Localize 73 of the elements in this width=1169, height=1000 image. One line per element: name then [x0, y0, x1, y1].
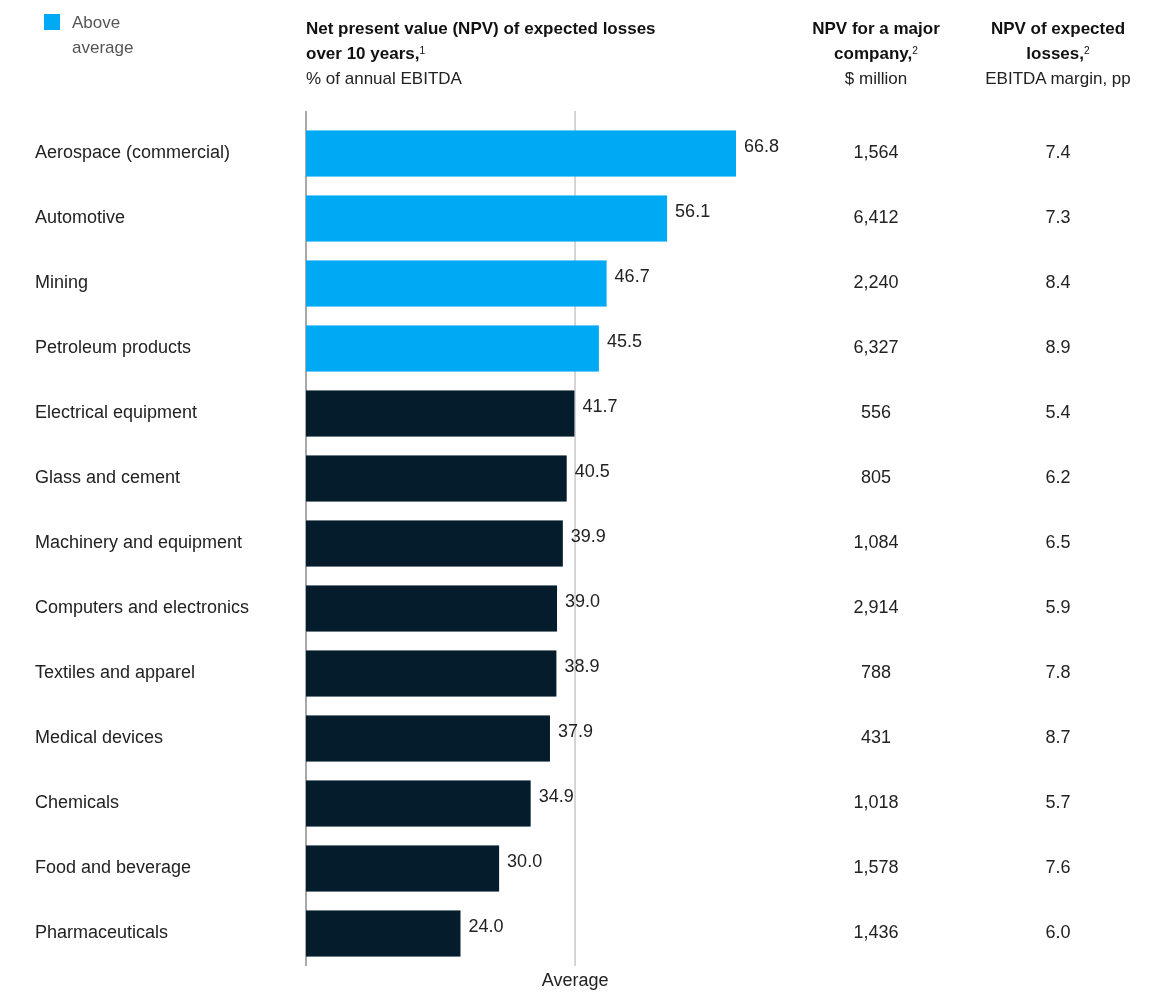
chart-title: Net present value (NPV) of expected losses over 10 years,$^{1}$ — [306, 19, 656, 63]
data-label: 46.7 — [614, 266, 650, 287]
y-tick-label: Food and beverage — [35, 857, 192, 878]
chart-subtitle: % of annual EBITDA — [306, 69, 463, 88]
text: 6.2 — [1045, 467, 1071, 488]
bar — [306, 325, 599, 372]
bar — [306, 130, 736, 177]
y-tick-label: Computers and electronics — [35, 597, 250, 618]
y-tick-label: Glass and cement — [35, 467, 181, 488]
text: 556 — [860, 402, 892, 423]
bar — [306, 195, 668, 242]
data-label: 39.0 — [565, 591, 601, 612]
text: 2,240 — [853, 272, 899, 293]
text: 1,084 — [853, 532, 899, 553]
text: 431 — [860, 727, 892, 748]
text: 6,412 — [853, 207, 899, 228]
text: 5.9 — [1045, 597, 1071, 618]
y-tick-label: Electrical equipment — [35, 402, 198, 423]
data-label: 34.9 — [538, 786, 574, 807]
text: 8.4 — [1045, 272, 1071, 293]
text: $ million — [844, 69, 908, 88]
bar — [306, 260, 607, 307]
bar — [306, 845, 500, 892]
y-tick-label: Aerospace (commercial) — [35, 142, 231, 163]
bar — [306, 715, 550, 762]
text: 6,327 — [853, 337, 899, 358]
text: 1,018 — [853, 792, 899, 813]
y-tick-label: Automotive — [35, 207, 126, 228]
text: 2,914 — [853, 597, 899, 618]
bar — [306, 585, 558, 632]
text: 8.7 — [1045, 727, 1071, 748]
data-label: 40.5 — [574, 461, 610, 482]
text: 1,436 — [853, 922, 899, 943]
data-label: 38.9 — [564, 656, 600, 677]
y-tick-label: Machinery and equipment — [35, 532, 243, 553]
text: 6.5 — [1045, 532, 1071, 553]
text: NPV of expected losses,$^{2}$ — [990, 19, 1126, 63]
ref-line-label: Average — [541, 970, 609, 990]
y-tick-label: Pharmaceuticals — [35, 922, 169, 943]
text: 6.0 — [1045, 922, 1071, 943]
data-label: 37.9 — [557, 721, 594, 742]
text: 805 — [860, 467, 892, 488]
text: 5.7 — [1045, 792, 1071, 813]
y-tick-label: Textiles and apparel — [35, 662, 196, 683]
text: 1,578 — [853, 857, 899, 878]
y-tick-label: Mining — [35, 272, 89, 293]
bar — [306, 780, 531, 827]
text: 788 — [860, 662, 892, 683]
bar — [306, 910, 461, 957]
text: 5.4 — [1045, 402, 1071, 423]
data-label: 24.0 — [468, 916, 504, 937]
bar — [306, 520, 563, 567]
text: 7.4 — [1045, 142, 1071, 163]
text: EBITDA margin, pp — [985, 69, 1131, 88]
y-tick-label: Chemicals — [35, 792, 120, 813]
bar — [306, 455, 567, 502]
legend-label: Above average — [72, 13, 134, 57]
bar — [306, 390, 575, 437]
y-tick-label: Petroleum products — [35, 337, 192, 358]
data-label: 45.5 — [606, 331, 642, 352]
data-label: 30.0 — [507, 851, 543, 872]
y-tick-label: Medical devices — [35, 727, 164, 748]
text: 7.8 — [1045, 662, 1071, 683]
text: NPV for a major company,$^{2}$ — [812, 19, 941, 63]
bar — [306, 650, 557, 697]
data-label: 56.1 — [675, 201, 711, 222]
text: 8.9 — [1045, 337, 1071, 358]
data-label: 39.9 — [570, 526, 606, 547]
text: 7.6 — [1045, 857, 1071, 878]
data-label: 41.7 — [582, 396, 618, 417]
text: 7.3 — [1045, 207, 1071, 228]
data-label: 66.8 — [744, 136, 780, 157]
text: 1,564 — [853, 142, 899, 163]
